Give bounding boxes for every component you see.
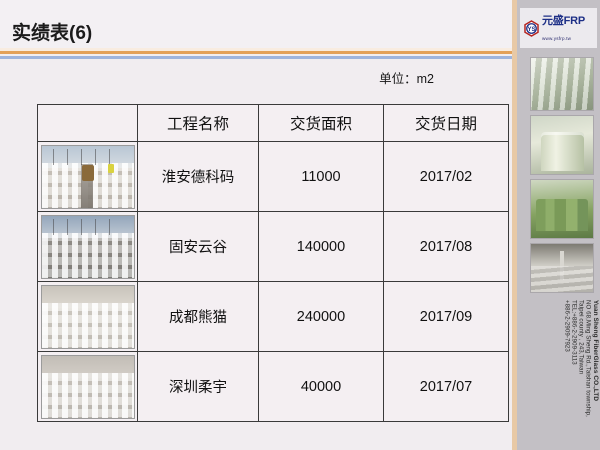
delivery-area: 11000 [258,141,384,212]
company-phone-2: +886-2-2909-7923 [563,300,571,352]
project-name: 成都熊猫 [137,281,259,352]
project-name: 深圳柔宇 [137,351,259,422]
photo-scaffolding [52,148,119,165]
page-title: 实绩表(6) [12,23,93,44]
column-header-delivery-area: 交货面积 [258,104,384,142]
vertical-divider-strip [512,0,517,450]
sidebar-photo-green-tanks [530,179,594,239]
table-row: 成都熊猫 240000 2017/09 [37,281,509,352]
table-header: 工程名称 交货面积 交货日期 [37,104,509,142]
logo-text-block: 元盛FRP www.ysfrp.tw [542,12,597,44]
photo-worker-vest [107,164,114,174]
table-row: 淮安德科码 11000 2017/02 [37,141,509,212]
unit-label: 单位：m2 [379,72,434,86]
title-bar: 实绩表(6) [0,0,512,48]
slide-main-area: 实绩表(6) 单位：m2 工程名称 交货面积 交货日期 [0,0,512,422]
delivery-date: 2017/09 [383,281,509,352]
project-photo-cell [37,141,138,212]
delivery-area: 240000 [258,281,384,352]
company-address-line1: NO 68,Ming Sheng Rd.,Taishan township, [584,300,592,417]
delivery-date: 2017/02 [383,141,509,212]
photo-support-column [559,250,564,281]
table-body: 淮安德科码 11000 2017/02 固安云谷 140000 [37,141,509,422]
photo-frp-cylinders [41,372,134,418]
project-photo-1 [40,144,135,209]
company-phone-1: TEL:+886-2-2909-3113 [570,300,578,365]
column-header-project-name: 工程名称 [137,104,259,142]
divider-cream [0,48,512,51]
project-photo-2 [40,214,135,279]
sidebar-photo-large-tank [530,115,594,175]
photo-green-tank-bank [535,198,589,232]
ys-hexagon-svg: YS [524,19,539,37]
photo-ceiling-beams [531,58,593,110]
photo-sky [41,355,134,378]
delivery-area: 140000 [258,211,384,282]
table-header-row: 工程名称 交货面积 交货日期 [37,104,509,142]
project-photo-4 [40,354,135,419]
divider-blue [0,56,512,59]
svg-text:YS: YS [527,26,535,32]
project-photo-cell [37,351,138,422]
photo-frp-cylinders [41,302,134,348]
delivery-area: 40000 [258,351,384,422]
project-photo-cell [37,281,138,352]
company-name-vertical: Yuan Sheng FiberGlass CO.,LTD [592,300,599,402]
divider-pale [0,54,512,56]
photo-frp-cylinders [41,232,134,278]
project-photo-3 [40,284,135,349]
ys-hexagon-badge-icon: YS [523,19,540,37]
project-photo-cell [37,211,138,282]
photo-floor-surface [531,265,593,292]
divider-orange [0,51,512,54]
photo-aisle [81,164,93,208]
photo-machine [81,165,94,182]
sidebar-photo-frp-ceiling [530,57,594,111]
table-row: 深圳柔宇 40000 2017/07 [37,351,509,422]
column-header-photo [37,104,138,142]
photo-sky [41,285,134,308]
photo-scaffolding [52,218,119,235]
company-logo: YS 元盛FRP www.ysfrp.tw [520,8,597,48]
delivery-date: 2017/07 [383,351,509,422]
delivery-date: 2017/08 [383,211,509,282]
company-info-block: Yuan Sheng FiberGlass CO.,LTD NO 68,Ming… [524,300,599,436]
project-name: 淮安德科码 [137,141,259,212]
logo-website-url: www.ysfrp.tw [542,36,572,41]
photo-tank-body [540,132,585,171]
column-header-delivery-date: 交货日期 [383,104,509,142]
project-name: 固安云谷 [137,211,259,282]
company-address-line2: Taipei county , 243,Taiwan [577,300,585,375]
sidebar-photo-plant-floor [530,243,594,293]
performance-table: 工程名称 交货面积 交货日期 [37,104,509,422]
table-row: 固安云谷 140000 2017/08 [37,211,509,282]
logo-company-name: 元盛FRP [542,15,585,27]
